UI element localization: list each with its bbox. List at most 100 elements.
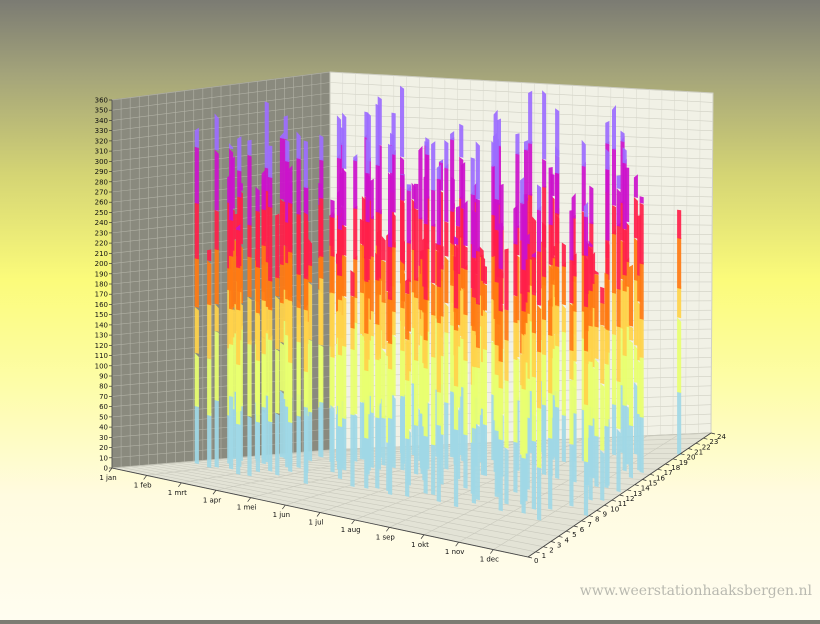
surface-slice [584, 255, 588, 307]
surface-slice [400, 396, 404, 471]
surface-slice [532, 257, 536, 296]
surface-slice [215, 113, 219, 150]
surface-slice [495, 230, 499, 283]
surface-slice [677, 286, 681, 319]
surface-slice [400, 174, 404, 201]
y-tick-label: 4 [565, 536, 570, 544]
x-tick-label: 1 mei [237, 504, 257, 512]
surface-slice [437, 322, 441, 393]
surface-slice [414, 356, 418, 427]
watermark: www.weerstationhaaksbergen.nl [580, 583, 812, 599]
surface-slice [542, 90, 546, 159]
y-tick [543, 547, 547, 548]
surface-slice [640, 203, 644, 265]
z-tick-label: 50 [99, 413, 108, 421]
z-tick-label: 140 [95, 321, 108, 329]
surface-slice [414, 421, 418, 475]
surface-slice [319, 198, 323, 257]
surface-slice [483, 310, 487, 350]
z-tick-label: 210 [95, 250, 108, 258]
x-tick-label: 1 okt [411, 541, 429, 549]
surface-slice [400, 261, 404, 308]
surface-slice [400, 86, 404, 158]
surface-slice [594, 435, 598, 487]
z-tick-label: 320 [95, 137, 108, 145]
surface-slice [256, 420, 260, 472]
surface-slice [237, 167, 241, 198]
surface-slice [472, 423, 476, 504]
surface-slice [562, 304, 566, 332]
surface-slice [504, 249, 508, 311]
z-tick-label: 110 [95, 352, 108, 360]
surface-slice [366, 139, 370, 174]
y-tick [589, 516, 593, 517]
y-tick [673, 459, 677, 460]
z-tick-label: 260 [95, 199, 108, 207]
surface-slice [476, 141, 480, 199]
surface-slice [319, 345, 323, 403]
surface-slice [522, 311, 526, 335]
surface-slice [495, 371, 499, 431]
surface-slice [405, 438, 409, 497]
surface-slice [330, 288, 334, 358]
surface-slice [504, 340, 508, 382]
surface-slice [542, 276, 546, 321]
surface-slice [280, 259, 284, 303]
surface-slice [542, 319, 546, 355]
surface-slice [360, 334, 364, 403]
surface-slice [456, 206, 460, 227]
surface-slice [444, 303, 448, 334]
surface-slice [388, 340, 392, 369]
surface-slice [483, 345, 487, 426]
y-tick [688, 449, 692, 450]
y-tick [551, 542, 555, 543]
surface-slice [400, 303, 404, 352]
surface-slice [388, 144, 392, 174]
surface-slice [308, 339, 312, 412]
surface-slice [268, 421, 272, 472]
surface-slice [215, 150, 219, 211]
surface-slice [407, 184, 411, 191]
surface-slice [617, 289, 621, 328]
surface-slice [247, 155, 251, 226]
surface-slice [582, 140, 586, 167]
surface-slice [605, 364, 609, 427]
x-tick [456, 542, 459, 546]
surface-slice [549, 167, 553, 225]
surface-slice [677, 210, 681, 239]
surface-slice [499, 439, 503, 511]
surface-slice [677, 238, 681, 289]
y-tick [574, 526, 578, 527]
x-tick [386, 527, 389, 531]
surface-slice [262, 300, 266, 354]
surface-slice [677, 317, 681, 393]
surface-slice [499, 309, 503, 363]
x-tick-label: 1 sep [376, 533, 396, 541]
z-tick-label: 180 [95, 281, 108, 289]
surface-slice [528, 91, 532, 144]
surface-slice [400, 200, 404, 262]
surface-slice [454, 244, 458, 309]
surface-slice [350, 346, 354, 416]
surface-slice [304, 141, 308, 189]
surface-slice [515, 133, 519, 155]
surface-slice [483, 266, 487, 285]
surface-slice [366, 173, 370, 223]
surface-slice [375, 355, 379, 419]
surface-slice [483, 283, 487, 311]
surface-slice [319, 402, 323, 458]
surface-slice [382, 260, 386, 303]
surface-slice [513, 295, 517, 323]
surface-slice [542, 159, 546, 188]
surface-slice [513, 437, 517, 493]
surface-slice [207, 303, 211, 359]
x-tick [421, 535, 424, 539]
surface-slice [612, 229, 616, 294]
surface-slice [555, 304, 559, 347]
surface-slice [195, 353, 199, 407]
z-tick-label: 60 [99, 403, 108, 411]
surface-slice [247, 140, 251, 156]
surface-slice [623, 159, 627, 230]
surface-slice [330, 200, 334, 219]
surface-slice [342, 113, 346, 170]
